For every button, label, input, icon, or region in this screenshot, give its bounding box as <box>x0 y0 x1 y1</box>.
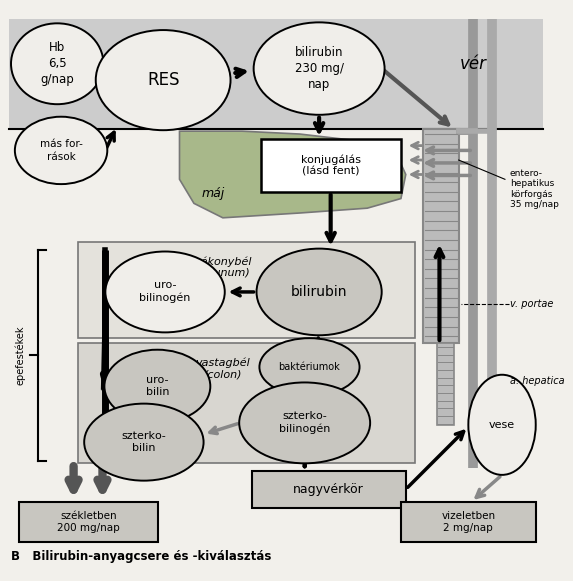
Ellipse shape <box>254 22 384 115</box>
Text: bilirubin
230 mg/
nap: bilirubin 230 mg/ nap <box>295 46 344 91</box>
FancyBboxPatch shape <box>437 343 454 425</box>
Text: B   Bilirubin-anyagcsere és -kiválasztás: B Bilirubin-anyagcsere és -kiválasztás <box>11 550 272 563</box>
FancyBboxPatch shape <box>79 343 415 463</box>
Text: a. hepatica: a. hepatica <box>510 376 564 386</box>
Text: Hb
6,5
g/nap: Hb 6,5 g/nap <box>40 41 74 86</box>
Text: konjugálás
(lásd fent): konjugálás (lásd fent) <box>301 155 361 177</box>
Text: vastagbél
(colon): vastagbél (colon) <box>195 357 250 379</box>
Text: nagyvérkör: nagyvérkör <box>293 483 364 496</box>
FancyBboxPatch shape <box>401 502 536 542</box>
Ellipse shape <box>96 30 230 130</box>
Text: RES: RES <box>147 71 179 89</box>
Text: székletben
200 mg/nap: székletben 200 mg/nap <box>57 511 120 533</box>
Ellipse shape <box>84 404 203 480</box>
Text: szterkо-
bilin: szterkо- bilin <box>121 431 166 453</box>
Text: baktériumok: baktériumok <box>278 362 340 372</box>
Ellipse shape <box>104 350 210 423</box>
FancyBboxPatch shape <box>423 129 459 343</box>
Text: uro-
bilinogén: uro- bilinogén <box>139 281 191 303</box>
Polygon shape <box>179 131 406 218</box>
Ellipse shape <box>257 249 382 335</box>
Text: v. portae: v. portae <box>510 299 553 310</box>
Text: entero-
hepatikus
körforgás
35 mg/nap: entero- hepatikus körforgás 35 mg/nap <box>510 169 559 209</box>
FancyBboxPatch shape <box>19 502 158 542</box>
Text: szterkо-
bilinogén: szterkо- bilinogén <box>279 411 331 435</box>
Ellipse shape <box>468 375 536 475</box>
Ellipse shape <box>15 117 107 184</box>
Text: vizeletben
2 mg/nap: vizeletben 2 mg/nap <box>441 511 496 533</box>
Text: vese: vese <box>489 420 515 430</box>
Text: máj: máj <box>202 187 225 200</box>
Ellipse shape <box>260 338 359 396</box>
Text: epefestékek: epefestékek <box>15 326 26 385</box>
FancyBboxPatch shape <box>252 471 406 508</box>
Text: vér: vér <box>460 55 486 73</box>
FancyBboxPatch shape <box>79 242 415 338</box>
Text: más for-
rások: más for- rások <box>40 139 83 162</box>
FancyBboxPatch shape <box>9 19 543 129</box>
Ellipse shape <box>239 382 370 463</box>
Text: bilirubin: bilirubin <box>291 285 347 299</box>
FancyBboxPatch shape <box>261 139 401 192</box>
Text: vékonybél
(jejunum): vékonybél (jejunum) <box>194 256 252 278</box>
Ellipse shape <box>11 23 104 104</box>
Text: uro-
bilin: uro- bilin <box>146 375 169 397</box>
Ellipse shape <box>105 252 225 332</box>
